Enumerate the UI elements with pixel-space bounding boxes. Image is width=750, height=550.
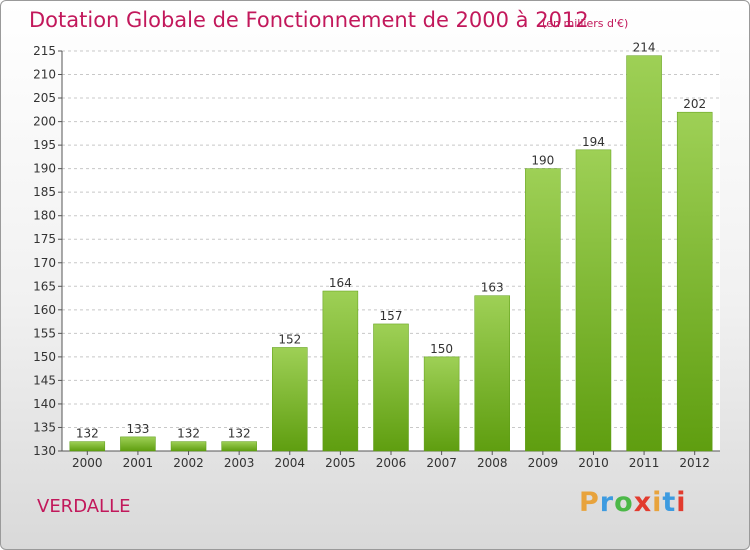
logo-letter: t — [662, 487, 677, 518]
x-tick-label: 2000 — [72, 456, 103, 470]
x-tick-label: 2008 — [477, 456, 508, 470]
bar — [525, 168, 561, 452]
proxiti-logo: Proxiti — [579, 487, 687, 518]
data-label: 164 — [329, 276, 352, 290]
logo-letter: i — [676, 487, 687, 518]
bar — [676, 111, 713, 452]
x-tick-label: 2009 — [528, 456, 559, 470]
bar — [120, 436, 156, 452]
data-label: 150 — [430, 342, 453, 356]
y-tick-label: 205 — [33, 91, 56, 105]
x-tick-label: 2006 — [376, 456, 407, 470]
data-label: 163 — [481, 281, 504, 295]
x-tick-label: 2001 — [123, 456, 154, 470]
bar — [322, 290, 359, 452]
bar — [69, 441, 106, 452]
y-tick-label: 135 — [33, 420, 56, 434]
chart-title: Dotation Globale de Fonctionnement de 20… — [29, 8, 589, 32]
y-tick-label: 150 — [33, 350, 56, 364]
x-tick-label: 2004 — [274, 456, 305, 470]
data-label: 132 — [76, 427, 99, 441]
bar — [575, 149, 612, 452]
y-tick-label: 195 — [33, 138, 56, 152]
y-tick-label: 190 — [33, 162, 56, 176]
y-tick-label: 200 — [33, 115, 56, 129]
y-tick-label: 165 — [33, 279, 56, 293]
logo-letter: r — [599, 487, 615, 518]
logo-letter: o — [614, 487, 634, 518]
bar — [373, 323, 409, 452]
data-label: 133 — [126, 422, 149, 436]
y-tick-label: 130 — [33, 444, 56, 458]
logo-letter: i — [652, 487, 663, 518]
commune-name: VERDALLE — [37, 496, 131, 517]
bar — [626, 55, 662, 452]
y-tick-label: 170 — [33, 256, 56, 270]
chart-unit: (en milliers d'€) — [542, 17, 629, 30]
x-tick-label: 2011 — [629, 456, 660, 470]
y-tick-label: 210 — [33, 68, 56, 82]
data-label: 214 — [633, 41, 656, 55]
data-label: 157 — [380, 309, 403, 323]
data-label: 190 — [531, 154, 554, 168]
data-label: 132 — [177, 427, 200, 441]
y-tick-label: 160 — [33, 303, 56, 317]
data-label: 202 — [683, 97, 706, 111]
data-label: 132 — [228, 427, 251, 441]
bar — [170, 441, 207, 452]
y-tick-label: 215 — [33, 44, 56, 58]
bar — [272, 347, 308, 452]
y-tick-label: 180 — [33, 209, 56, 223]
data-label: 152 — [278, 332, 301, 346]
y-tick-label: 145 — [33, 373, 56, 387]
x-tick-label: 2003 — [224, 456, 255, 470]
bar — [221, 441, 257, 452]
x-tick-label: 2005 — [325, 456, 356, 470]
bar — [423, 356, 460, 452]
data-label: 194 — [582, 135, 605, 149]
x-tick-label: 2010 — [578, 456, 609, 470]
x-tick-label: 2002 — [173, 456, 204, 470]
x-tick-label: 2007 — [426, 456, 457, 470]
y-tick-label: 155 — [33, 326, 56, 340]
x-tick-label: 2012 — [679, 456, 710, 470]
y-tick-label: 140 — [33, 397, 56, 411]
bar — [474, 295, 510, 452]
y-tick-label: 185 — [33, 185, 56, 199]
logo-letter: P — [579, 487, 600, 518]
y-tick-label: 175 — [33, 232, 56, 246]
logo-letter: x — [633, 487, 653, 518]
